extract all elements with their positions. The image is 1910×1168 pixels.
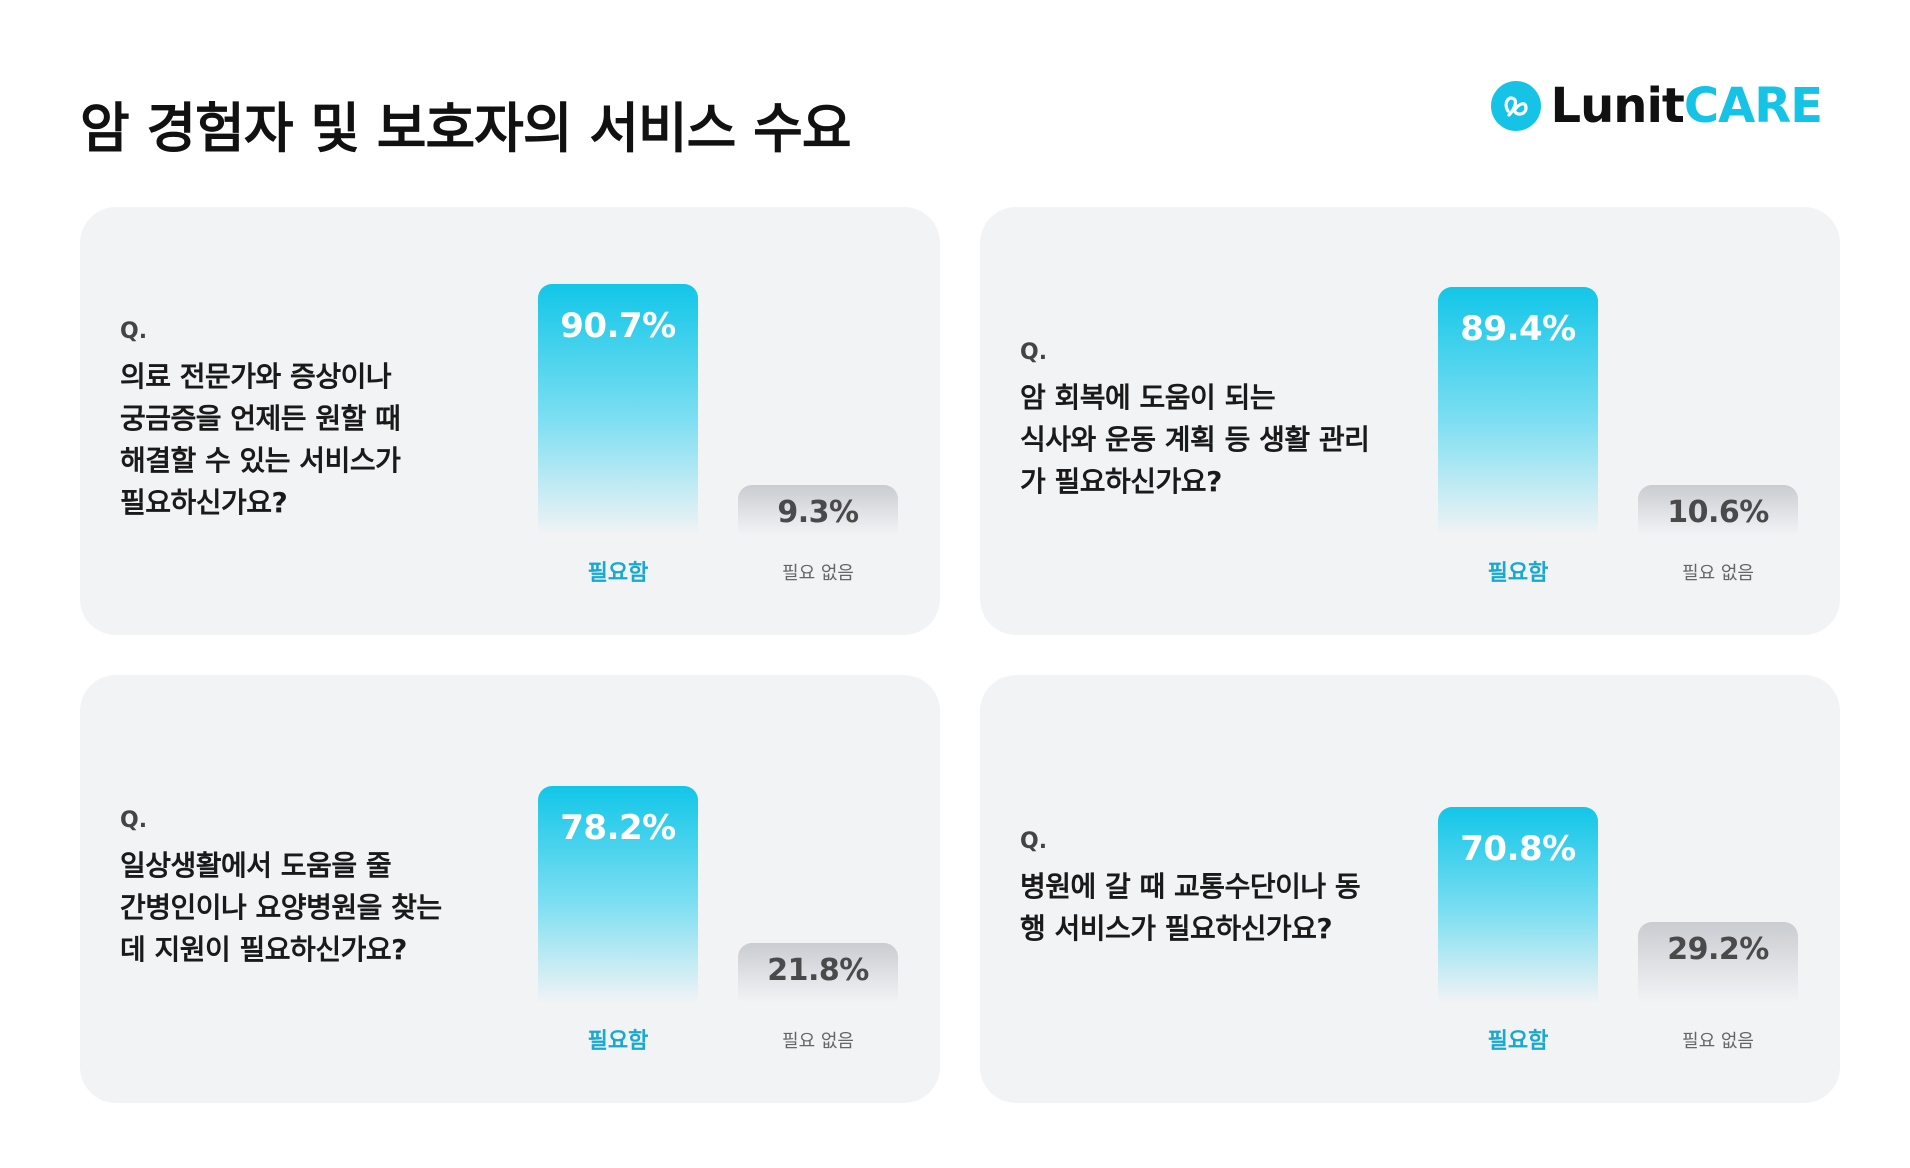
question-line: 간병인이나 요양병원을 찾는 (120, 890, 442, 924)
bar-need: 90.7% (538, 284, 698, 535)
question-line: 필요하신가요? (120, 485, 288, 519)
question-line: 궁금증을 언제든 원할 때 (120, 401, 401, 435)
bar-no-need: 21.8% (738, 943, 898, 1003)
bar-need-value: 70.8% (1460, 829, 1576, 869)
question-prefix: Q. (120, 318, 148, 344)
category-label-need: 필요함 (1487, 1029, 1549, 1054)
logo-care-text: CARE (1683, 78, 1823, 134)
question-line: 암 회복에 도움이 되는 (1020, 380, 1276, 414)
lunit-logo-icon (1490, 81, 1541, 131)
question-line: 행 서비스가 필요하신가요? (1020, 911, 1333, 945)
bar-need-value: 78.2% (560, 808, 676, 848)
bar-no-need-value: 9.3% (777, 495, 859, 530)
survey-card: Q. 병원에 갈 때 교통수단이나 동 행 서비스가 필요하신가요? 70.8%… (980, 675, 1840, 1103)
logo-lunit-text: Lunit (1550, 78, 1685, 134)
question-line: 일상생활에서 도움을 줄 (120, 848, 392, 882)
lunit-care-logo: LunitCARE (1490, 78, 1823, 134)
question-line: 해결할 수 있는 서비스가 (120, 443, 401, 477)
bar-need: 78.2% (538, 786, 698, 1003)
question-block: Q. 암 회복에 도움이 되는 식사와 운동 계획 등 생활 관리 가 필요하신… (1020, 207, 1420, 635)
question-block: Q. 의료 전문가와 증상이나 궁금증을 언제든 원할 때 해결할 수 있는 서… (120, 207, 520, 635)
question-line: 데 지원이 필요하신가요? (120, 932, 407, 966)
bar-need-value: 90.7% (560, 306, 676, 346)
survey-card: Q. 일상생활에서 도움을 줄 간병인이나 요양병원을 찾는 데 지원이 필요하… (80, 675, 940, 1103)
bar-no-need-value: 21.8% (767, 953, 869, 988)
question-block: Q. 일상생활에서 도움을 줄 간병인이나 요양병원을 찾는 데 지원이 필요하… (120, 675, 520, 1103)
category-label-need: 필요함 (587, 561, 649, 586)
category-label-need: 필요함 (587, 1029, 649, 1054)
question-prefix: Q. (1020, 828, 1048, 854)
bar-no-need: 10.6% (1638, 485, 1798, 535)
question-line: 식사와 운동 계획 등 생활 관리 (1020, 422, 1370, 456)
survey-card: Q. 의료 전문가와 증상이나 궁금증을 언제든 원할 때 해결할 수 있는 서… (80, 207, 940, 635)
question-line: 의료 전문가와 증상이나 (120, 359, 392, 393)
bar-no-need: 9.3% (738, 485, 898, 535)
page-title: 암 경험자 및 보호자의 서비스 수요 (80, 97, 852, 160)
bar-need: 89.4% (1438, 287, 1598, 535)
question-line: 가 필요하신가요? (1020, 464, 1222, 498)
survey-card: Q. 암 회복에 도움이 되는 식사와 운동 계획 등 생활 관리 가 필요하신… (980, 207, 1840, 635)
question-block: Q. 병원에 갈 때 교통수단이나 동 행 서비스가 필요하신가요? (1020, 675, 1420, 1103)
question-prefix: Q. (120, 807, 148, 833)
category-label-no-need: 필요 없음 (782, 1031, 854, 1052)
category-label-no-need: 필요 없음 (782, 563, 854, 584)
category-label-need: 필요함 (1487, 561, 1549, 586)
bar-no-need: 29.2% (1638, 922, 1798, 1003)
question-prefix: Q. (1020, 339, 1048, 365)
bar-no-need-value: 10.6% (1667, 495, 1769, 530)
question-line: 병원에 갈 때 교통수단이나 동 (1020, 869, 1361, 903)
category-label-no-need: 필요 없음 (1682, 1031, 1754, 1052)
bar-no-need-value: 29.2% (1667, 932, 1769, 967)
logo-wordmark: LunitCARE (1551, 82, 1823, 130)
category-label-no-need: 필요 없음 (1682, 563, 1754, 584)
bar-need: 70.8% (1438, 807, 1598, 1003)
bar-need-value: 89.4% (1460, 309, 1576, 349)
